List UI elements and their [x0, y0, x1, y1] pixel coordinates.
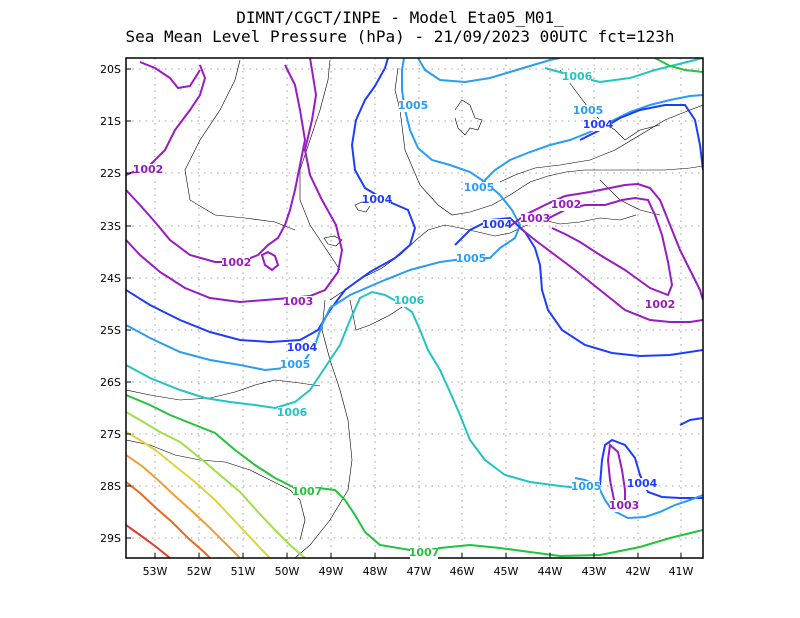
isobar-value-label: 1005	[456, 252, 487, 265]
lon-tick-label: 53W	[143, 565, 168, 578]
isobar-value-label: 1002	[645, 298, 676, 311]
map-grid	[126, 58, 703, 558]
isobar-1004-se	[679, 417, 703, 426]
lat-tick-label: 23S	[100, 220, 121, 233]
lon-tick-label: 50W	[275, 565, 300, 578]
isobar-1005-east	[479, 94, 703, 186]
lon-tick-label: 46W	[450, 565, 475, 578]
isobar-value-label: 1002	[133, 163, 164, 176]
lat-tick-label: 21S	[100, 115, 121, 128]
lon-tick-label: 45W	[494, 565, 519, 578]
isobar-value-label: 1005	[573, 104, 604, 117]
isobar-value-label: 1003	[520, 212, 551, 225]
isobar-value-label: 1007	[292, 485, 323, 498]
lat-tick-label: 28S	[100, 480, 121, 493]
isobar-1009	[126, 431, 271, 558]
isobar-1003-low	[606, 443, 626, 507]
isobar-value-label: 1007	[409, 546, 440, 559]
isobar-value-label: 1005	[398, 99, 429, 112]
isobar-1012	[126, 524, 171, 558]
isobar-1004-low	[599, 438, 703, 499]
isobar-1007-ne	[654, 58, 703, 73]
lon-tick-label: 52W	[187, 565, 212, 578]
coastline	[126, 59, 703, 558]
isobar-1010	[126, 454, 241, 558]
lon-tick-label: 47W	[407, 565, 432, 578]
isobar-1003-west	[126, 58, 344, 304]
lon-tick-label: 41W	[669, 565, 694, 578]
isobar-1011	[126, 481, 211, 558]
isobar-value-label: 1004	[583, 118, 614, 131]
isobar-value-label: 1005	[464, 181, 495, 194]
isobar-value-label: 1003	[609, 499, 640, 512]
isobar-1006-west	[126, 290, 601, 491]
isobars	[126, 58, 703, 558]
isobar-value-label: 1004	[287, 341, 318, 354]
isobar-value-label: 1005	[571, 480, 602, 493]
lat-tick-label: 25S	[100, 324, 121, 337]
latitude-axis: 20S 21S 22S 23S 24S 25S 26S 27S 28S 29S	[100, 63, 131, 545]
map-title: DIMNT/CGCT/INPE - Model Eta05_M01_	[236, 8, 564, 27]
lon-tick-label: 51W	[231, 565, 256, 578]
isobar-value-label: 1002	[221, 256, 252, 269]
isobar-1002-north	[126, 61, 207, 176]
isobar-value-label: 1005	[280, 358, 311, 371]
map-subtitle: Sea Mean Level Pressure (hPa) - 21/09/20…	[125, 27, 675, 46]
lat-tick-label: 26S	[100, 376, 121, 389]
isobar-1004-east	[454, 216, 703, 358]
lon-tick-label: 43W	[582, 565, 607, 578]
isobar-value-label: 1006	[277, 406, 308, 419]
isobar-value-label: 1004	[627, 477, 658, 490]
isobar-1005-west	[126, 58, 522, 372]
lat-tick-label: 24S	[100, 272, 121, 285]
lat-tick-label: 29S	[100, 532, 121, 545]
isobar-value-label: 1003	[283, 295, 314, 308]
lat-tick-label: 20S	[100, 63, 121, 76]
isobar-1008	[126, 411, 306, 558]
map-frame	[125, 57, 704, 559]
lat-tick-label: 27S	[100, 428, 121, 441]
longitude-axis: 53W 52W 51W 50W 49W 48W 47W 46W 45W 44W 43W 42W 41W	[143, 553, 694, 578]
lon-tick-label: 44W	[538, 565, 563, 578]
isobar-1007	[126, 394, 703, 558]
isobar-1002-west	[126, 64, 307, 263]
isobar-value-label: 1004	[482, 218, 513, 231]
lon-tick-label: 42W	[626, 565, 651, 578]
lat-tick-label: 22S	[100, 167, 121, 180]
isobar-1002-east	[544, 196, 674, 297]
isobar-1002-wisp	[260, 250, 280, 272]
lon-tick-label: 49W	[319, 565, 344, 578]
lon-tick-label: 48W	[363, 565, 388, 578]
isobar-value-label: 1004	[362, 193, 393, 206]
isobar-value-label: 1002	[551, 198, 582, 211]
isobar-value-label: 1006	[562, 70, 593, 83]
isobar-value-label: 1006	[394, 294, 425, 307]
isobar-1004-west	[126, 58, 417, 344]
isobar-1005-top	[417, 58, 561, 84]
isobar-1003-east	[504, 182, 703, 323]
